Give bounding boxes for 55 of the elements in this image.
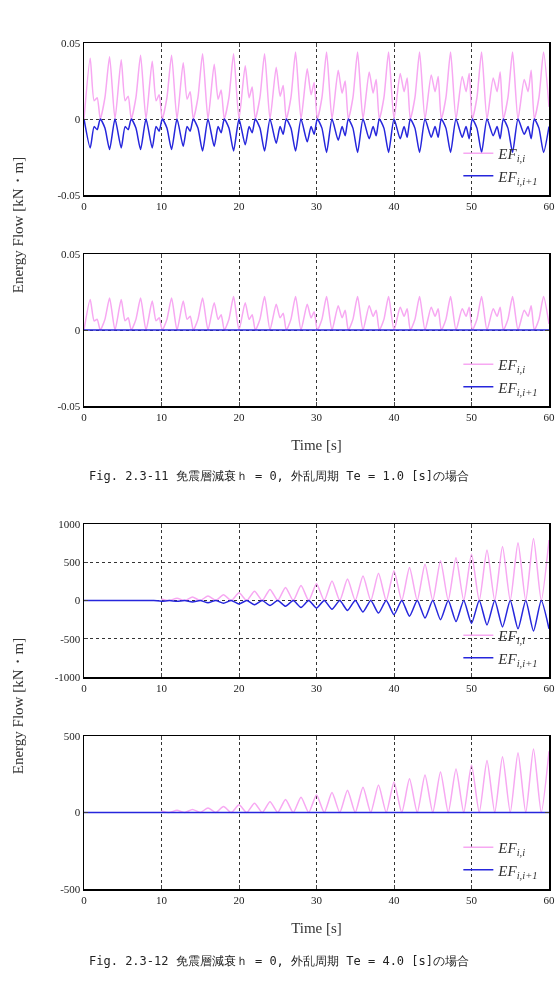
legend-label: EF$_{i,i+1}$ [497,650,538,669]
caption: Fig. 2.3-11 免震層減衰ｈ = 0, 外乱周期 Te = 1.0 [s]の場合 [88,468,470,485]
line-series [84,51,549,120]
y-tick-label: -0.05 [57,399,81,412]
x-tick-label: 50 [466,199,478,212]
x-axis-title: Time [s] [291,437,342,454]
x-tick-label: 40 [388,681,400,694]
x-tick-label: 30 [311,199,323,212]
legend-label: EF$_{i,i+1}$ [497,862,538,881]
x-tick-label: 40 [388,410,400,423]
x-tick-label: 40 [388,893,400,906]
y-tick-label: 0.05 [61,247,81,260]
x-tick-label: 40 [388,199,400,212]
x-tick-label: 60 [543,681,555,694]
y-tick-label: 0 [74,112,81,125]
y-tick-label: 0.05 [61,36,81,49]
x-tick-label: 60 [543,410,555,423]
y-axis-title: Energy Flow [kN・m] [8,637,27,775]
x-tick-label: 50 [466,410,478,423]
legend-label: EF$_{i,i+1}$ [497,168,538,187]
x-tick-label: 20 [233,410,245,423]
y-tick-label: 1000 [58,517,81,530]
x-tick-label: 20 [233,893,245,906]
y-tick-label: 500 [63,729,81,742]
x-tick-label: 10 [156,410,168,423]
legend-label: EF$_{i,i}$ [497,146,526,165]
x-tick-label: 60 [543,893,555,906]
caption: Fig. 2.3-12 免震層減衰ｈ = 0, 外乱周期 Te = 4.0 [s]の場合 [88,953,470,970]
legend-label: EF$_{i,i+1}$ [497,379,538,398]
line-series [160,748,549,814]
legend-label: EF$_{i,i}$ [497,840,526,859]
x-tick-label: 10 [156,893,168,906]
y-tick-label: 0 [74,594,81,607]
y-tick-label: 0 [74,806,81,819]
x-tick-label: 30 [311,410,323,423]
y-tick-label: -500 [60,632,81,645]
y-tick-label: -0.05 [57,188,81,201]
line-series [84,295,549,331]
y-tick-label: 0 [74,323,81,336]
y-tick-label: -1000 [54,670,81,683]
line-series [160,537,549,602]
x-tick-label: 30 [311,893,323,906]
y-axis-title: Energy Flow [kN・m] [8,156,27,294]
legend-label: EF$_{i,i}$ [497,357,526,376]
x-tick-label: 30 [311,681,323,694]
x-tick-label: 10 [156,199,168,212]
x-tick-label: 50 [466,681,478,694]
y-tick-label: 500 [63,556,81,569]
x-tick-label: 50 [466,893,478,906]
x-tick-label: 60 [543,199,555,212]
y-tick-label: -500 [60,882,81,895]
x-axis-title: Time [s] [291,920,342,937]
x-tick-label: 10 [156,681,168,694]
x-tick-label: 20 [233,681,245,694]
x-tick-label: 20 [233,199,245,212]
